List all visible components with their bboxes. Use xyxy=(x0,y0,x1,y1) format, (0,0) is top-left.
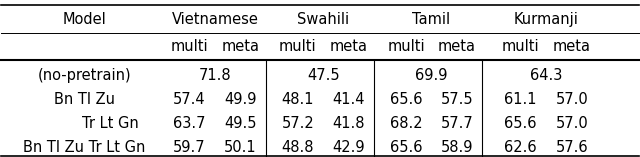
Text: 57.5: 57.5 xyxy=(441,92,474,107)
Text: Swahili: Swahili xyxy=(297,12,349,27)
Text: 41.4: 41.4 xyxy=(332,92,365,107)
Text: 61.1: 61.1 xyxy=(504,92,537,107)
Text: Model: Model xyxy=(62,12,106,27)
Text: meta: meta xyxy=(330,39,367,54)
Text: 57.4: 57.4 xyxy=(173,92,205,107)
Text: 42.9: 42.9 xyxy=(332,140,365,155)
Text: 49.9: 49.9 xyxy=(224,92,257,107)
Text: multi: multi xyxy=(387,39,425,54)
Text: (no-pretrain): (no-pretrain) xyxy=(37,68,131,84)
Text: 62.6: 62.6 xyxy=(504,140,537,155)
Text: 69.9: 69.9 xyxy=(415,68,448,84)
Text: 41.8: 41.8 xyxy=(332,116,365,131)
Text: 50.1: 50.1 xyxy=(224,140,257,155)
Text: 65.6: 65.6 xyxy=(390,92,422,107)
Text: 57.7: 57.7 xyxy=(440,116,474,131)
Text: Vietnamese: Vietnamese xyxy=(172,12,259,27)
Text: 57.0: 57.0 xyxy=(556,92,588,107)
Text: 68.2: 68.2 xyxy=(390,116,422,131)
Text: 63.7: 63.7 xyxy=(173,116,205,131)
Text: meta: meta xyxy=(221,39,259,54)
Text: 65.6: 65.6 xyxy=(504,116,537,131)
Text: 71.8: 71.8 xyxy=(198,68,231,84)
Text: Kurmanji: Kurmanji xyxy=(514,12,579,27)
Text: 58.9: 58.9 xyxy=(441,140,473,155)
Text: 64.3: 64.3 xyxy=(530,68,563,84)
Text: meta: meta xyxy=(553,39,591,54)
Text: Tr Lt Gn: Tr Lt Gn xyxy=(82,116,138,131)
Text: 57.6: 57.6 xyxy=(556,140,588,155)
Text: Bn Tl Zu: Bn Tl Zu xyxy=(54,92,115,107)
Text: multi: multi xyxy=(170,39,208,54)
Text: 49.5: 49.5 xyxy=(224,116,257,131)
Text: meta: meta xyxy=(438,39,476,54)
Text: 57.0: 57.0 xyxy=(556,116,588,131)
Text: 47.5: 47.5 xyxy=(307,68,339,84)
Text: Tamil: Tamil xyxy=(412,12,451,27)
Text: Bn Tl Zu Tr Lt Gn: Bn Tl Zu Tr Lt Gn xyxy=(23,140,145,155)
Text: multi: multi xyxy=(502,39,540,54)
Text: 48.1: 48.1 xyxy=(282,92,314,107)
Text: 65.6: 65.6 xyxy=(390,140,422,155)
Text: 59.7: 59.7 xyxy=(173,140,205,155)
Text: multi: multi xyxy=(279,39,317,54)
Text: 57.2: 57.2 xyxy=(282,116,314,131)
Text: 48.8: 48.8 xyxy=(282,140,314,155)
